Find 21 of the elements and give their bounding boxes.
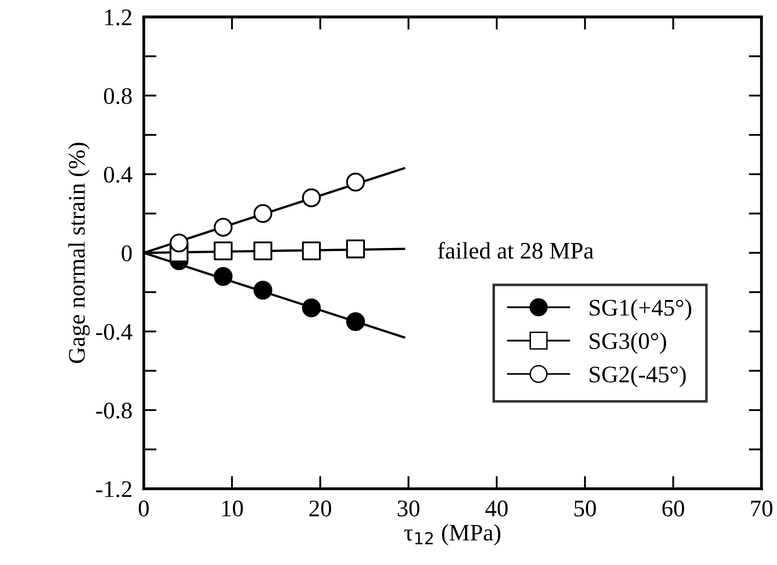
x-tick-label: 0: [138, 500, 149, 516]
x-tick-label: 20: [309, 500, 332, 516]
y-tick-label: -0.4: [96, 324, 132, 340]
x-tick-label: 50: [574, 500, 596, 516]
x-tick-label: 30: [398, 500, 420, 516]
x-tick-label: 40: [485, 500, 508, 516]
x-axis-title: τ$_{12}$ (MPa): [404, 524, 500, 546]
y-tick-label: 1.2: [105, 10, 132, 26]
legend-label: SG3(0°): [590, 332, 666, 354]
y-tick-label: 0.4: [104, 166, 132, 183]
x-tick-label: 70: [751, 500, 772, 516]
x-tick-label: 60: [662, 500, 684, 516]
x-tick-label: 10: [222, 500, 243, 516]
legend-label: SG2(-45°): [590, 366, 686, 388]
y-tick-label: 0.8: [104, 88, 132, 104]
legend-label: SG1(+45°): [590, 299, 692, 321]
y-tick-label: -0.8: [96, 402, 132, 419]
annotation: failed at 28 MPa: [438, 242, 594, 259]
y-tick-label: 0: [122, 245, 132, 262]
y-axis-title: Gage normal strain (%): [68, 142, 90, 363]
y-tick-label: -1.2: [96, 481, 132, 498]
